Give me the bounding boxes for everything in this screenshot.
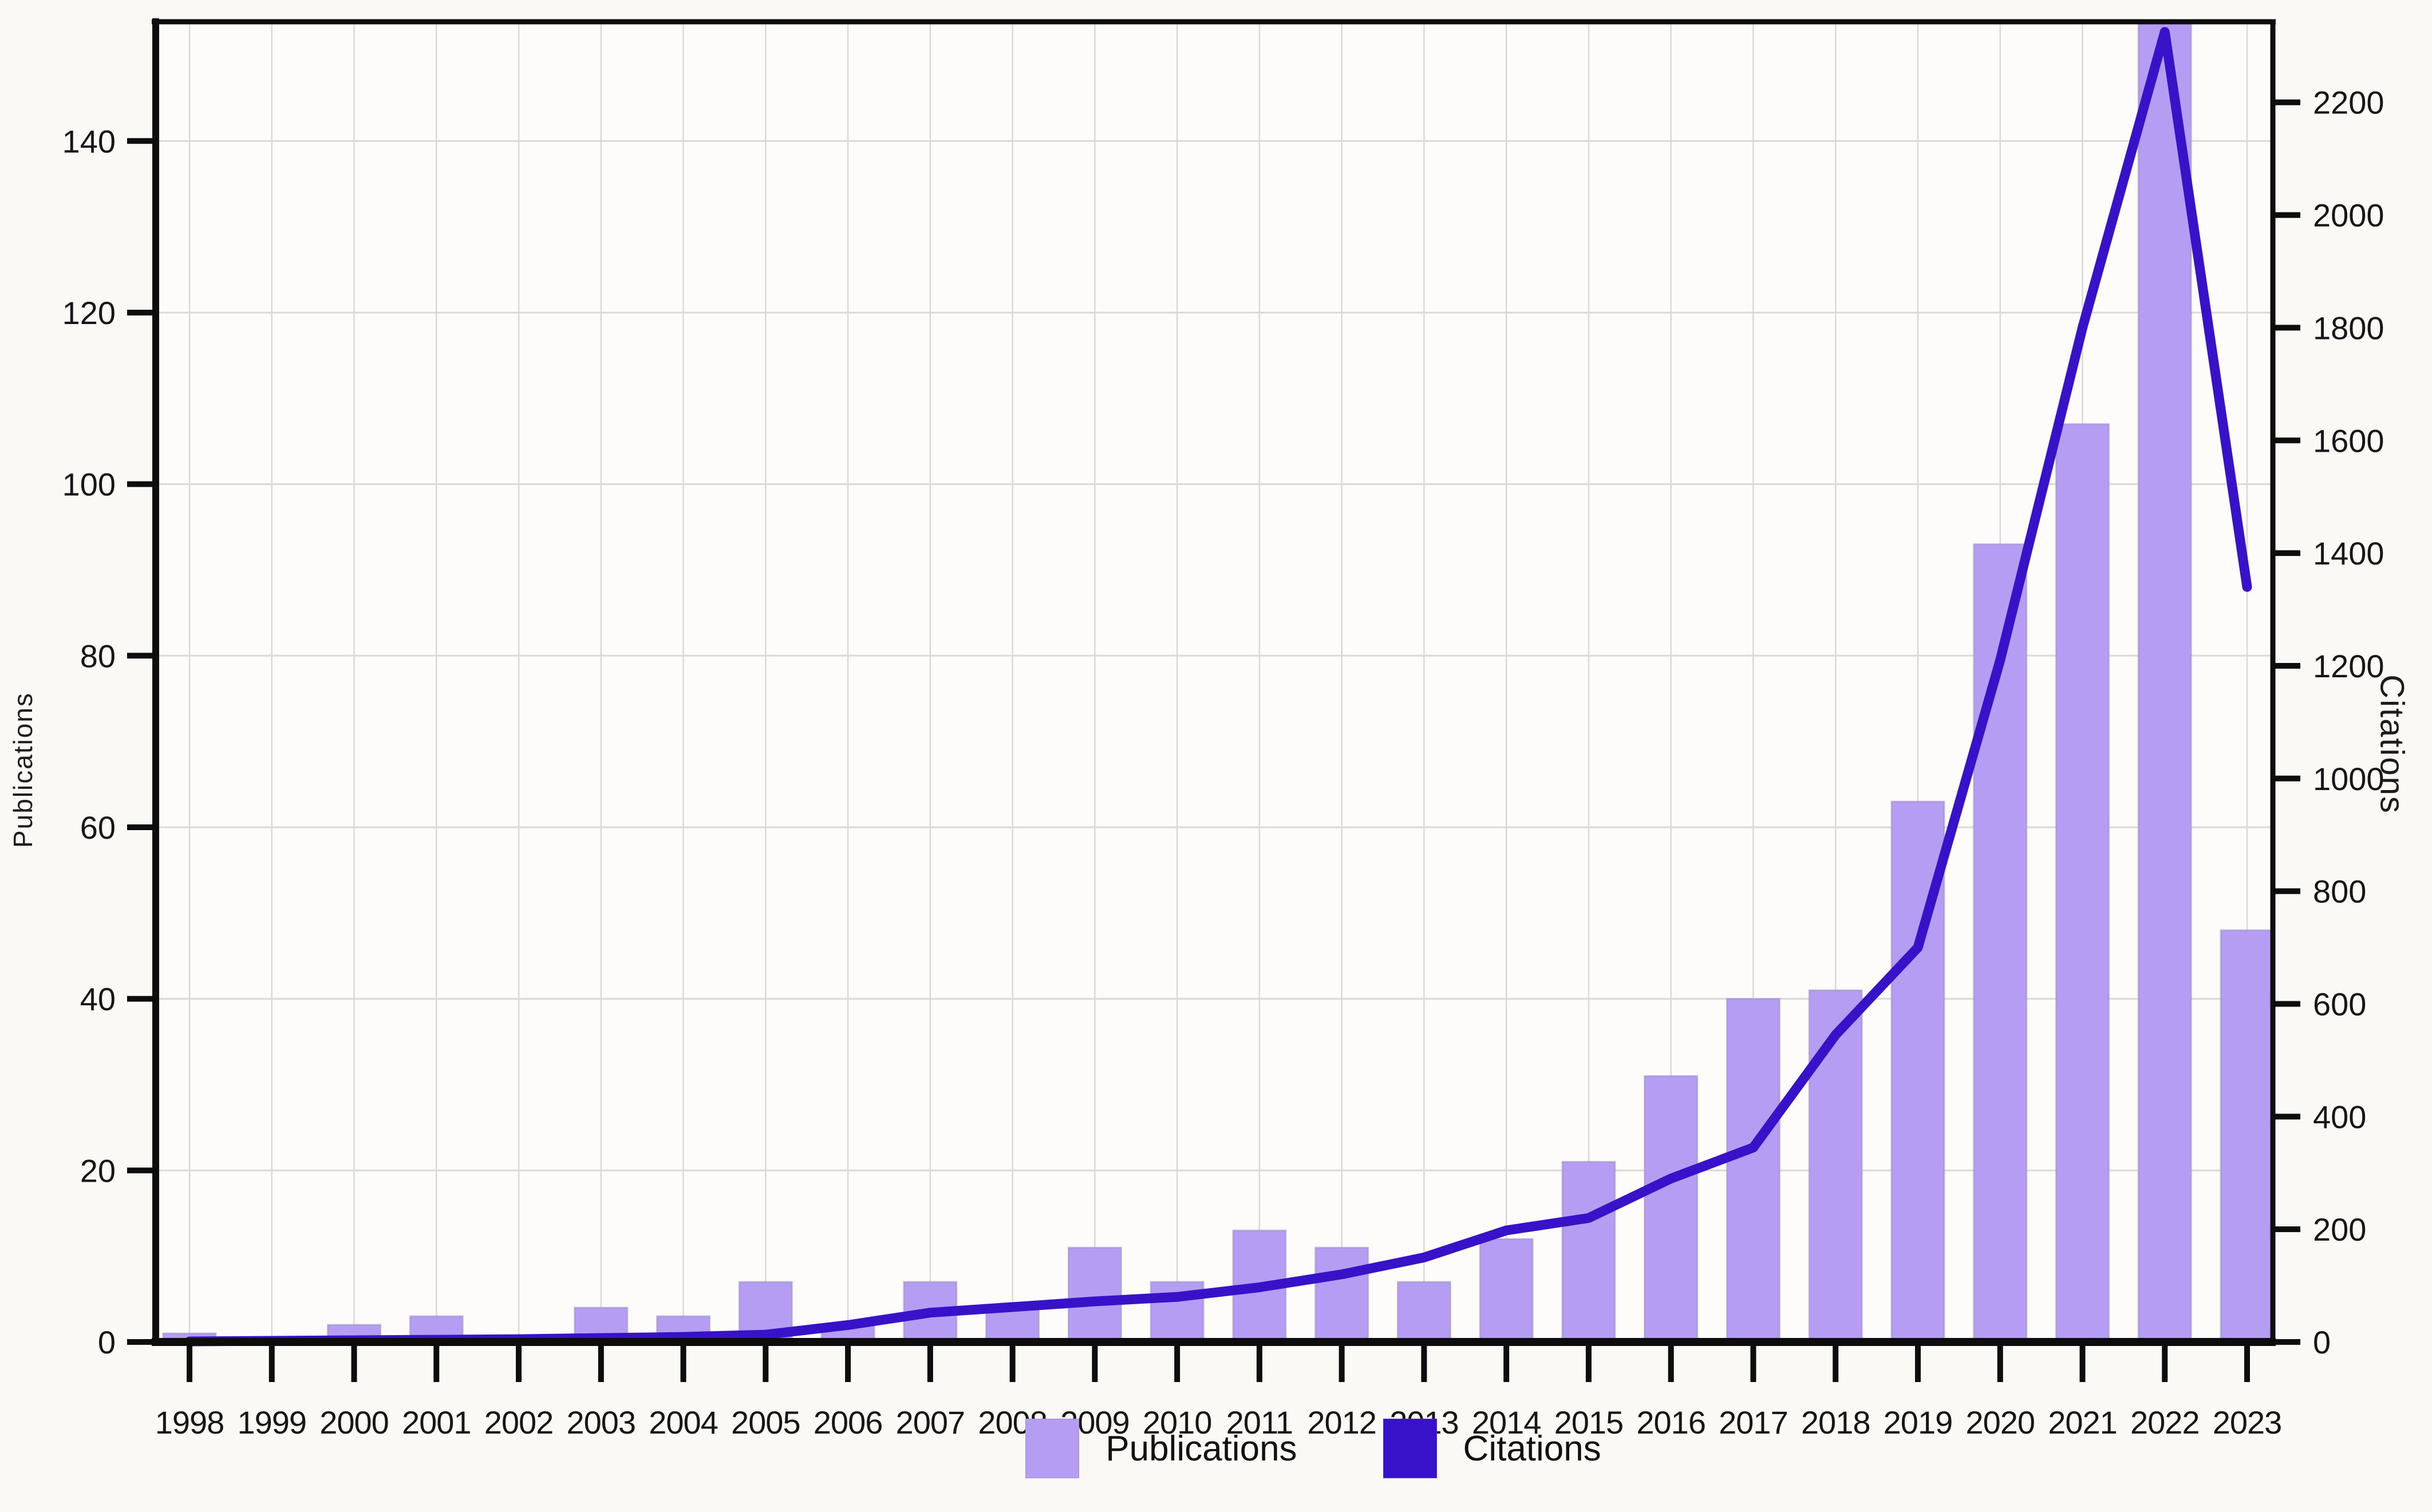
right-tick-label: 200 [2313,1211,2366,1248]
legend-item-citations: Citations [1383,1419,1601,1478]
x-tick-label: 2001 [402,1404,471,1440]
right-tick-label: 600 [2313,986,2366,1022]
bar-2022 [2137,21,2192,1343]
x-tick-label: 2012 [1307,1404,1376,1440]
x-tick-label: 1999 [237,1404,306,1440]
right-tick-label: 1800 [2313,310,2384,346]
right-tick-label: 1000 [2313,761,2384,797]
right-tick-label: 400 [2313,1099,2366,1135]
bar-2012 [1314,1246,1369,1343]
right-tick-label: 800 [2313,874,2366,910]
citations-legend-swatch [1383,1419,1437,1478]
x-tick-label: 2010 [1143,1404,1212,1440]
x-tick-label: 2004 [649,1404,718,1440]
left-tick-label: 40 [80,981,116,1017]
x-tick-label: 2000 [319,1404,389,1440]
legend: Publications Citations [97,1419,2432,1478]
x-tick-label: 2023 [2213,1404,2282,1440]
x-tick-label: 2020 [1965,1404,2035,1440]
x-tick-label: 2017 [1719,1404,1788,1440]
x-tick-label: 2011 [1226,1404,1293,1440]
left-tick-label: 60 [80,810,116,846]
x-tick-label: 2015 [1554,1404,1624,1440]
x-tick-label: 2005 [731,1404,800,1440]
bar-2015 [1561,1160,1616,1343]
bar-2014 [1479,1238,1534,1343]
x-tick-label: 2014 [1472,1404,1541,1440]
x-tick-label: 2018 [1801,1404,1870,1440]
bar-2021 [2055,423,2110,1343]
bar-2017 [1726,998,1780,1343]
plot-area [156,22,2273,1342]
x-tick-label: 2022 [2130,1404,2200,1440]
x-tick-label: 2019 [1884,1404,1953,1440]
x-tick-label: 2003 [567,1404,636,1440]
left-tick-label: 0 [98,1324,116,1360]
right-tick-label: 1400 [2313,535,2384,571]
x-tick-label: 2007 [896,1404,965,1440]
left-axis-title: Publications [8,692,38,848]
bar-2009 [1067,1246,1122,1343]
left-tick-label: 140 [62,123,116,159]
left-tick-label: 120 [62,295,116,331]
x-tick-label: 1998 [155,1404,224,1440]
bar-2016 [1644,1075,1699,1343]
right-tick-label: 2000 [2313,198,2384,234]
x-tick-label: 2006 [814,1404,883,1440]
left-tick-label: 80 [80,638,116,674]
x-tick-label: 2002 [484,1404,554,1440]
citations-legend-label: Citations [1463,1428,1601,1468]
right-tick-label: 2200 [2313,85,2384,121]
left-tick-label: 20 [80,1152,116,1189]
publications-legend-label: Publications [1106,1428,1297,1468]
publications-legend-swatch [1025,1419,1080,1478]
bar-2023 [2220,929,2275,1343]
legend-item-publications: Publications [1025,1419,1297,1478]
x-tick-label: 2016 [1636,1404,1705,1440]
bar-2013 [1396,1281,1451,1343]
x-tick-label: 2021 [2048,1404,2117,1440]
right-tick-label: 1200 [2313,648,2384,684]
left-tick-label: 100 [62,467,116,503]
right-tick-label: 1600 [2313,423,2384,459]
right-axis-title: Citations [2373,674,2411,814]
right-tick-label: 0 [2313,1324,2331,1360]
